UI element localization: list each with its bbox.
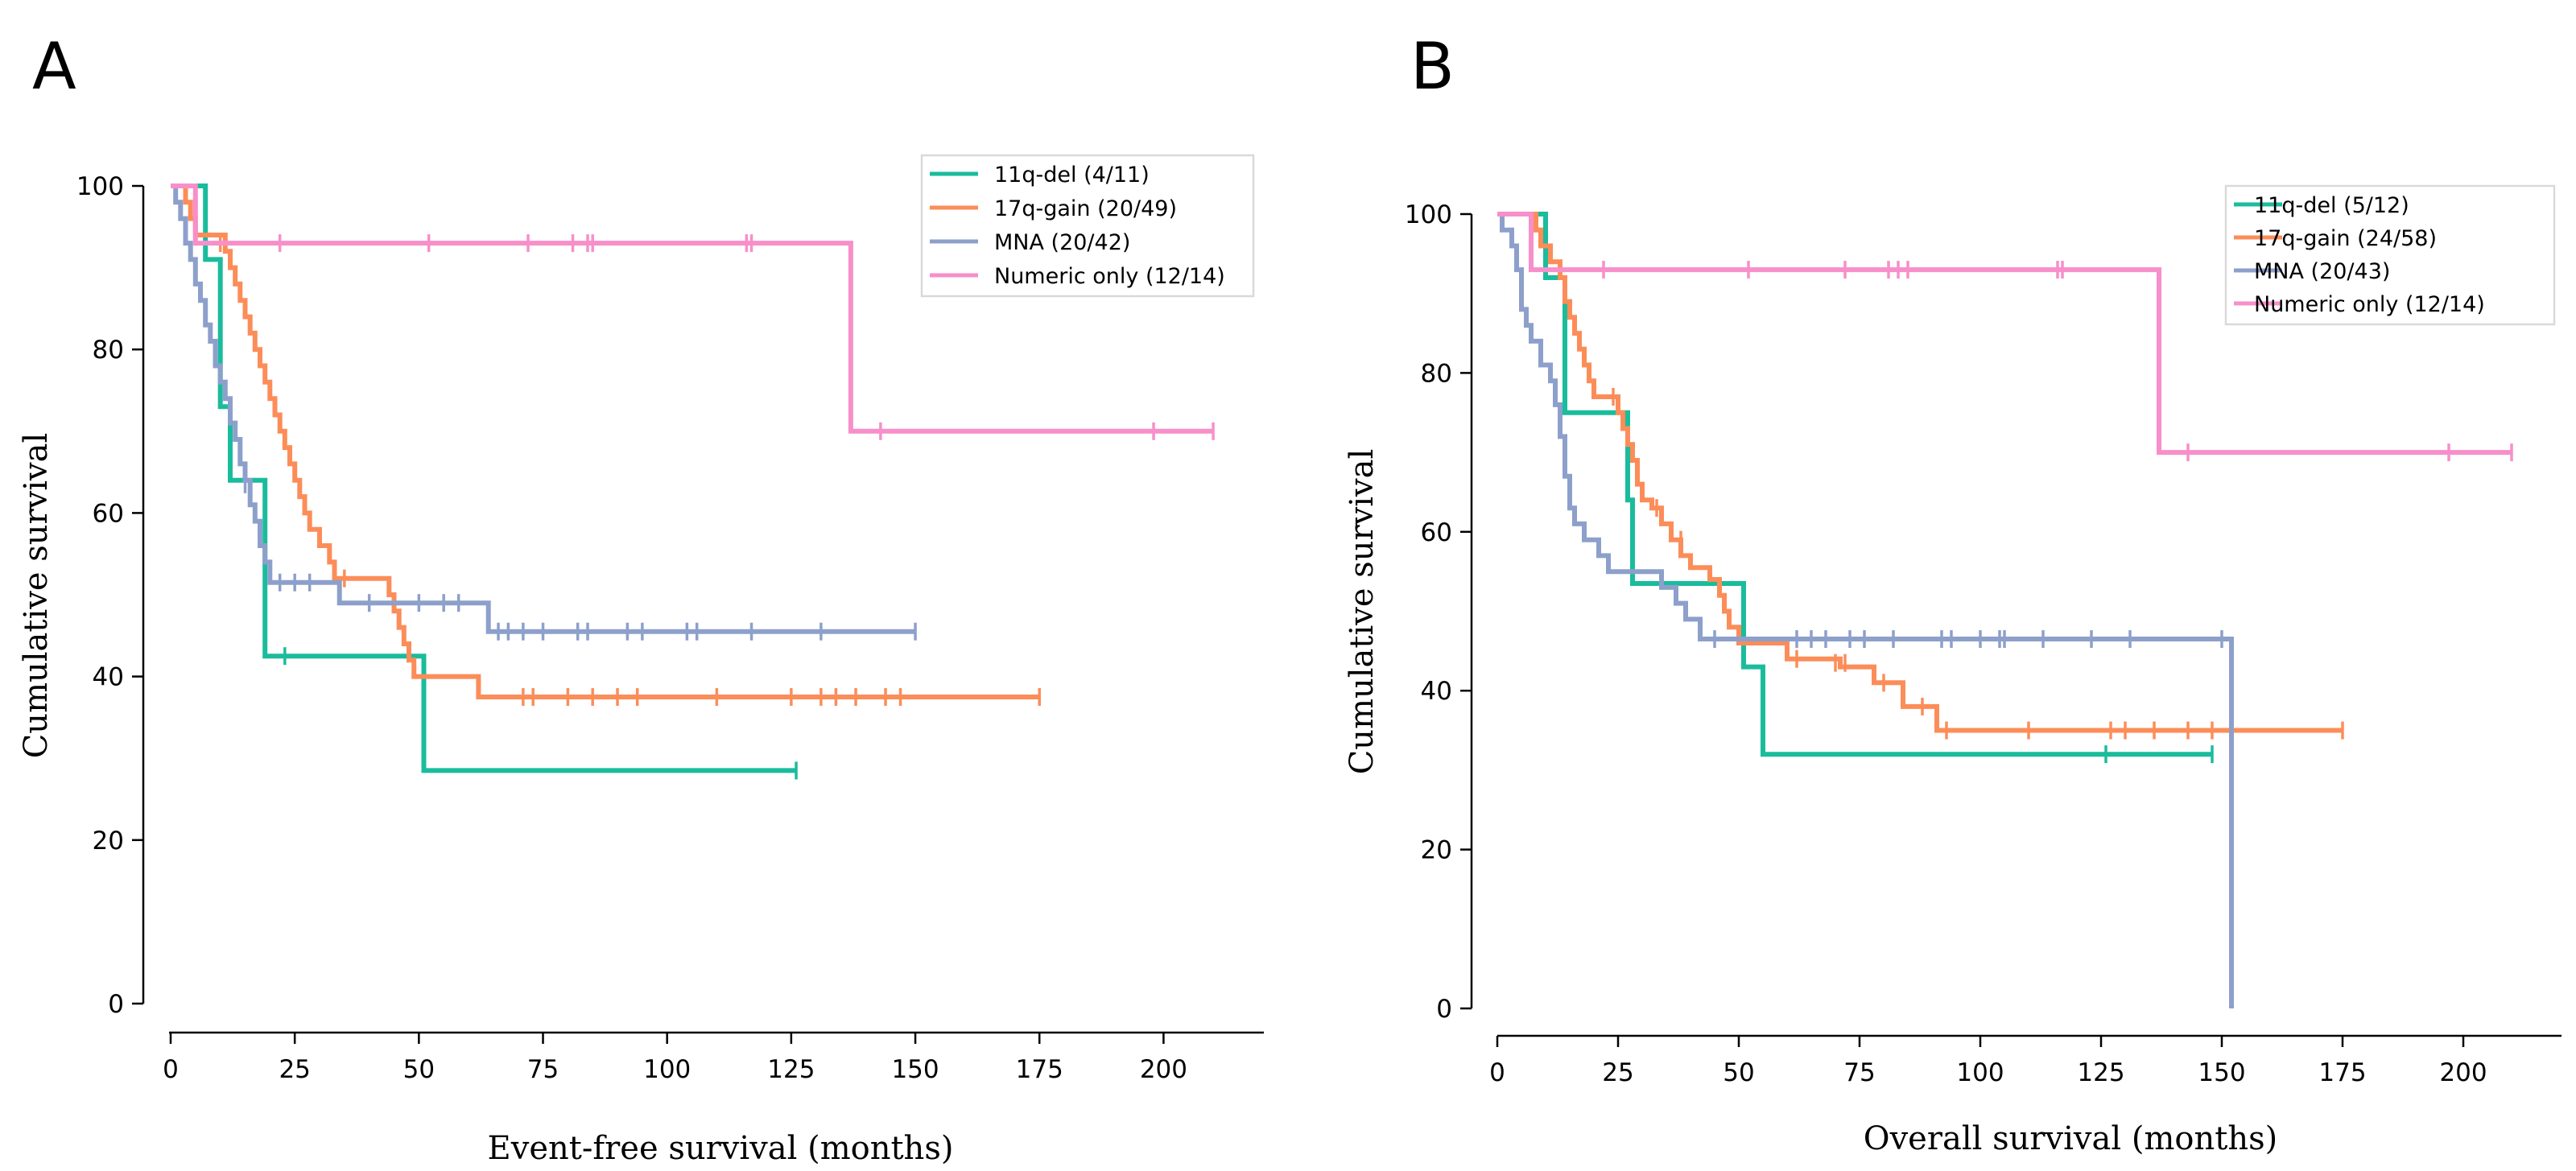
- panel-a-series: [171, 183, 1215, 780]
- panel-b-legend-label-mna: MNA (20/43): [2254, 259, 2390, 284]
- panel-b-x-tick-label: 125: [2077, 1058, 2124, 1087]
- panel-a-numeric-only-curve: [171, 183, 1214, 434]
- panel-b-x-tick-label: 175: [2318, 1058, 2366, 1087]
- panel-b-legend: 11q-del (5/12) 17q-gain (24/58) MNA (20/…: [2224, 184, 2556, 326]
- panel-a-legend-label-11q-del: 11q-del (4/11): [994, 163, 1150, 188]
- panel-b-series: [1497, 212, 2513, 1008]
- panel-b-letter: B: [1410, 29, 1455, 104]
- panel-a-x-ticks: 0 25 50 75 100 125 150 175 200: [163, 1033, 1187, 1084]
- panel-a-x-tick-label: 175: [1016, 1055, 1063, 1084]
- panel-b-y-tick-label: 40: [1421, 677, 1452, 706]
- panel-b-x-tick-label: 50: [1723, 1058, 1754, 1087]
- panel-b-y-axis-label: Cumulative survival: [1344, 449, 1381, 775]
- panel-a-17q-gain-curve: [171, 183, 1040, 699]
- panel-a-legend: 11q-del (4/11) 17q-gain (20/49) MNA (20/…: [920, 154, 1255, 298]
- panel-b-y-tick-label: 0: [1436, 995, 1452, 1024]
- panel-a-y-ticks: 0 20 40 60 80 100: [76, 172, 143, 1019]
- panel-b: B 0 20 40 60 80 100 0 25 50 75 100 125 150 175 200 Ov…: [1344, 29, 2562, 1157]
- panel-b-y-tick-label: 60: [1421, 518, 1452, 547]
- panel-b-x-tick-label: 150: [2198, 1058, 2245, 1087]
- panel-b-y-tick-label: 80: [1421, 359, 1452, 388]
- panel-a-y-tick-label: 20: [93, 827, 124, 856]
- panel-a: A 0 20 40 60 80 100 0 25 50 75 100 125 150 175 200 Ev…: [18, 29, 1264, 1167]
- panel-b-legend-label-11q-del: 11q-del (5/12): [2254, 193, 2409, 218]
- panel-b-x-tick-label: 100: [1956, 1058, 2004, 1087]
- panel-a-legend-label-numeric-only: Numeric only (12/14): [994, 264, 1225, 289]
- panel-a-x-tick-label: 100: [643, 1055, 691, 1084]
- panel-a-x-axis-label: Event-free survival (months): [488, 1130, 954, 1167]
- panel-a-y-tick-label: 40: [93, 663, 124, 692]
- panel-b-x-ticks: 0 25 50 75 100 125 150 175 200: [1489, 1036, 2487, 1087]
- panel-a-y-tick-label: 100: [76, 172, 124, 201]
- panel-a-x-tick-label: 75: [527, 1055, 559, 1084]
- panel-a-y-tick-label: 80: [93, 336, 124, 365]
- panel-a-x-tick-label: 0: [163, 1055, 179, 1084]
- panel-a-letter: A: [32, 29, 76, 104]
- panel-b-legend-label-numeric-only: Numeric only (12/14): [2254, 292, 2485, 317]
- panel-a-11q-del-curve: [171, 183, 796, 773]
- panel-a-x-tick-label: 150: [891, 1055, 939, 1084]
- panel-b-11q-del-curve: [1497, 212, 2212, 757]
- panel-a-x-tick-label: 50: [403, 1055, 435, 1084]
- panel-b-17q-gain-curve: [1497, 212, 2343, 733]
- panel-a-y-tick-label: 0: [108, 990, 124, 1019]
- panel-b-mna-curve: [1497, 212, 2234, 1008]
- panel-a-y-tick-label: 60: [93, 499, 124, 528]
- panel-b-legend-label-17q-gain: 17q-gain (24/58): [2254, 226, 2437, 251]
- panel-a-x-tick-label: 25: [279, 1055, 310, 1084]
- panel-a-legend-label-17q-gain: 17q-gain (20/49): [994, 196, 1177, 221]
- panel-b-x-tick-label: 0: [1489, 1058, 1505, 1087]
- panel-a-mna-curve: [171, 183, 915, 634]
- panel-b-y-tick-label: 100: [1405, 200, 1452, 229]
- panel-b-y-ticks: 0 20 40 60 80 100: [1405, 200, 1472, 1024]
- panel-a-legend-label-mna: MNA (20/42): [994, 230, 1130, 255]
- panel-a-y-axis-label: Cumulative survival: [18, 433, 55, 759]
- panel-b-x-tick-label: 25: [1602, 1058, 1633, 1087]
- panel-b-x-tick-label: 75: [1843, 1058, 1875, 1087]
- panel-a-x-tick-label: 200: [1140, 1055, 1187, 1084]
- panel-b-x-axis-label: Overall survival (months): [1864, 1120, 2277, 1157]
- panel-a-legend-box: [920, 154, 1255, 298]
- panel-b-legend-box: [2224, 184, 2556, 326]
- panel-b-x-tick-label: 200: [2439, 1058, 2487, 1087]
- panel-b-y-tick-label: 20: [1421, 836, 1452, 865]
- panel-a-x-tick-label: 125: [767, 1055, 815, 1084]
